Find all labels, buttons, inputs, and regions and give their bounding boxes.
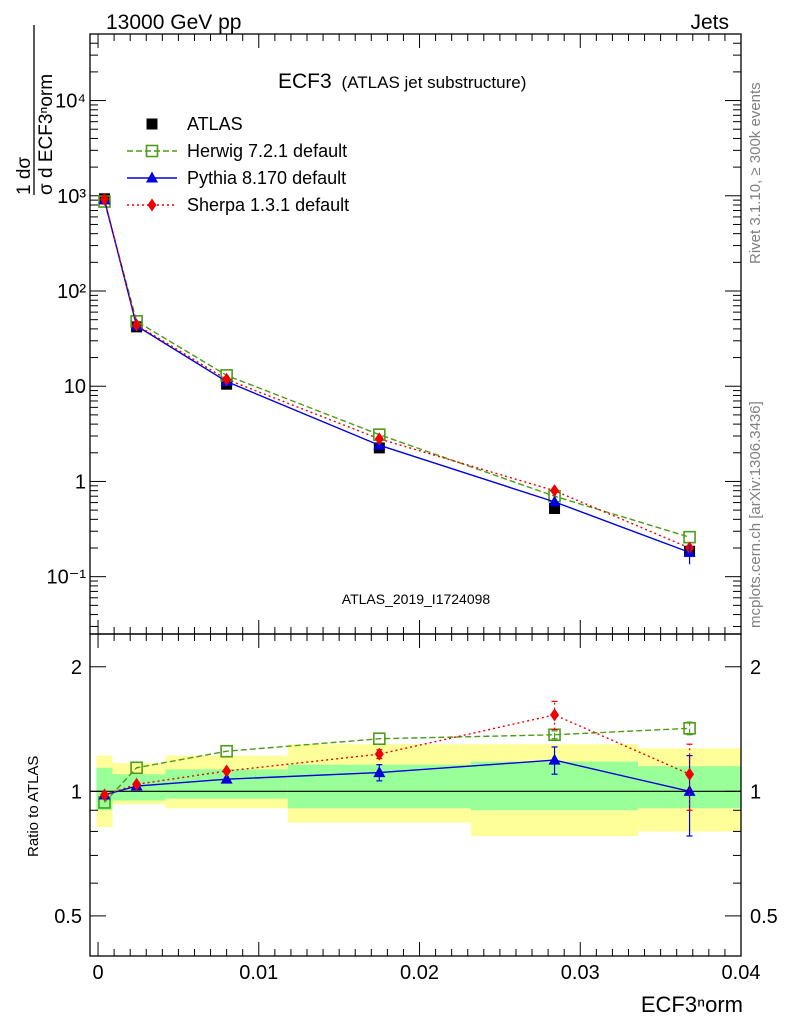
main-series-atlas (98, 193, 696, 557)
main-series-pythia (98, 193, 696, 557)
x-tick-label: 0.04 (722, 962, 761, 984)
main-point-sherpa (222, 372, 232, 386)
legend-item-sherpa: Sherpa 1.3.1 default (127, 195, 349, 215)
legend-label-herwig: Herwig 7.2.1 default (187, 141, 347, 161)
ratio-point-pythia (683, 784, 696, 796)
mcplots-label: mcplots.cern.ch [arXiv:1306.3436] (747, 401, 764, 628)
main-line-sherpa (103, 199, 690, 549)
legend-marker-pythia (146, 171, 158, 183)
ratio-line-pythia (104, 759, 690, 796)
ratio-y-tick-label-right: 0.5 (750, 906, 778, 928)
main-frame-box (89, 33, 742, 635)
main-panel-frame: 10⁴ 10³ 10² 10 1 10⁻¹ (47, 33, 742, 635)
ratio-point-sherpa (685, 767, 695, 781)
ratio-point-herwig (220, 744, 233, 758)
ratio-point-sherpa (132, 777, 142, 791)
xaxis-label: ECF3ⁿorm (641, 992, 743, 1017)
ratio-point-herwig (683, 722, 696, 735)
ratio-ylabel: Ratio to ATLAS (25, 756, 42, 857)
ratio-series-sherpa (99, 700, 695, 811)
series-layer (98, 192, 696, 837)
x-tick-label: 0 (92, 962, 103, 984)
legend-item-pythia: Pythia 8.170 default (127, 168, 346, 188)
y-tick-label: 10³ (57, 186, 86, 208)
header-left: 13000 GeV pp (106, 11, 241, 34)
y-tick-label: 10² (57, 281, 86, 303)
y-tick-label: 10⁴ (55, 91, 86, 113)
ratio-line-sherpa (104, 714, 690, 796)
legend: ATLAS Herwig 7.2.1 default Pythia 8.170 de… (127, 114, 349, 215)
x-tick-label: 0.01 (239, 962, 278, 984)
main-series-sherpa (99, 192, 695, 555)
ratio-y-tick-label: 0.5 (54, 906, 82, 928)
y-tick-label: 10 (64, 376, 86, 398)
y-tick-label: 10⁻¹ (47, 567, 87, 589)
ratio-y-tick-label: 2 (71, 657, 82, 679)
main-point-atlas (549, 502, 561, 514)
main-point-sherpa (132, 318, 142, 332)
ratio-point-pythia (373, 766, 386, 778)
legend-marker-sherpa (147, 198, 157, 212)
ratio-y-tick-label-right: 1 (750, 781, 761, 803)
x-tick-label: 0.03 (561, 962, 600, 984)
main-point-sherpa (374, 432, 384, 446)
legend-marker-atlas (146, 118, 158, 130)
legend-item-herwig: Herwig 7.2.1 default (127, 141, 347, 161)
ratio-point-pythia (548, 753, 561, 765)
rivet-label: Rivet 3.1.10, ≥ 300k events (747, 82, 764, 264)
main-point-herwig (683, 530, 696, 544)
ratio-point-sherpa (222, 764, 232, 778)
main-line-herwig (103, 201, 690, 538)
main-ylabel-bottom: σ d ECF3ⁿorm (36, 74, 57, 195)
ratio-y-tick-label-right: 2 (750, 657, 761, 679)
legend-label-pythia: Pythia 8.170 default (187, 168, 346, 188)
ratio-point-herwig (130, 761, 143, 775)
main-point-pythia (548, 495, 561, 507)
ratio-point-sherpa (550, 708, 560, 722)
main-point-sherpa (99, 192, 109, 206)
main-series-herwig (98, 195, 696, 544)
plot-title: ECF3 (ATLAS jet substructure) (278, 70, 526, 93)
ratio-point-sherpa (374, 747, 384, 761)
main-line-pythia (103, 199, 690, 554)
ratio-point-sherpa (99, 788, 109, 802)
header-right: Jets (690, 11, 729, 34)
ratio-y-tick-label: 1 (71, 781, 82, 803)
watermark: ATLAS_2019_I1724098 (342, 591, 491, 607)
ratio-point-pythia (220, 772, 233, 784)
main-ylabel: 1 dσ σ d ECF3ⁿorm (14, 25, 57, 195)
legend-marker-herwig (145, 144, 159, 158)
x-tick-label: 0.02 (400, 962, 439, 984)
main-point-sherpa (550, 484, 560, 498)
y-tick-label: 1 (75, 471, 86, 493)
ratio-panel-frame: 2 2 1 1 0.5 0.5 0 0.01 0.02 0.03 0.04 (54, 633, 778, 984)
legend-item-atlas: ATLAS (146, 114, 243, 134)
ratio-point-herwig (373, 732, 386, 746)
legend-label-sherpa: Sherpa 1.3.1 default (187, 195, 349, 215)
plot-title-sub: (ATLAS jet substructure) (342, 73, 527, 92)
legend-label-atlas: ATLAS (187, 114, 243, 134)
plot-title-main: ECF3 (278, 70, 332, 93)
main-ylabel-top: 1 dσ (14, 157, 35, 195)
